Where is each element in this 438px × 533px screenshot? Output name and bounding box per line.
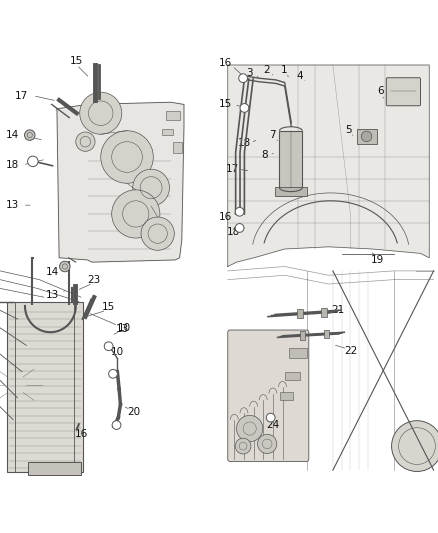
Text: 10: 10 [118, 323, 131, 333]
Text: 22: 22 [344, 345, 357, 356]
Bar [357, 128, 377, 144]
Text: 16: 16 [219, 58, 232, 68]
Text: 8: 8 [261, 150, 268, 160]
Text: 5: 5 [345, 125, 352, 135]
Text: 6: 6 [378, 86, 385, 96]
Bar [173, 142, 182, 152]
Circle shape [235, 207, 244, 216]
Bar [300, 331, 305, 340]
Circle shape [28, 156, 38, 167]
Bar [297, 309, 303, 318]
Circle shape [112, 190, 160, 238]
Text: 19: 19 [371, 255, 384, 265]
Circle shape [235, 438, 251, 454]
Text: 1: 1 [280, 65, 287, 75]
Circle shape [141, 217, 174, 251]
Text: 3: 3 [246, 68, 253, 78]
Text: 13: 13 [6, 200, 19, 210]
FancyBboxPatch shape [386, 78, 420, 106]
Text: 7: 7 [269, 130, 276, 140]
Bar [162, 128, 173, 135]
Circle shape [133, 169, 170, 206]
Text: 17: 17 [14, 91, 28, 101]
Bar [7, 302, 83, 472]
Text: 20: 20 [127, 407, 140, 417]
Circle shape [392, 421, 438, 472]
Circle shape [112, 421, 121, 430]
Circle shape [76, 132, 95, 151]
Text: 24: 24 [266, 420, 279, 430]
Bar [166, 111, 180, 120]
Circle shape [237, 415, 263, 442]
Circle shape [361, 131, 372, 142]
Text: 16: 16 [74, 429, 88, 439]
Bar [324, 329, 329, 338]
Text: 2: 2 [263, 65, 270, 75]
Text: 21: 21 [332, 305, 345, 316]
Circle shape [60, 261, 70, 272]
Circle shape [109, 369, 117, 378]
Circle shape [101, 131, 153, 183]
Bar [28, 462, 81, 474]
Circle shape [239, 74, 247, 83]
Text: 15: 15 [70, 55, 83, 66]
Text: 23: 23 [88, 274, 101, 285]
Text: 16: 16 [219, 213, 232, 222]
Circle shape [240, 103, 249, 112]
Bar [285, 372, 300, 381]
Text: 15: 15 [102, 302, 115, 312]
Text: 13: 13 [116, 324, 129, 334]
Circle shape [266, 413, 275, 422]
Text: 15: 15 [219, 99, 232, 109]
Polygon shape [57, 102, 184, 262]
Bar [289, 348, 307, 359]
Circle shape [80, 92, 122, 134]
Bar [280, 392, 293, 400]
Text: 18: 18 [6, 160, 19, 170]
Bar [275, 187, 307, 196]
Circle shape [258, 434, 277, 454]
Text: 14: 14 [6, 130, 19, 140]
Bar [321, 308, 327, 317]
Text: 18: 18 [227, 228, 240, 237]
Text: 10: 10 [111, 347, 124, 357]
Text: 17: 17 [226, 164, 239, 174]
Circle shape [235, 223, 244, 232]
Circle shape [25, 130, 35, 140]
Text: 4: 4 [297, 71, 304, 81]
Text: 14: 14 [46, 266, 59, 277]
Polygon shape [228, 65, 429, 266]
Text: 18: 18 [238, 138, 251, 148]
FancyBboxPatch shape [228, 330, 309, 462]
Circle shape [104, 342, 113, 351]
Text: 13: 13 [46, 290, 59, 300]
Bar [279, 131, 302, 188]
